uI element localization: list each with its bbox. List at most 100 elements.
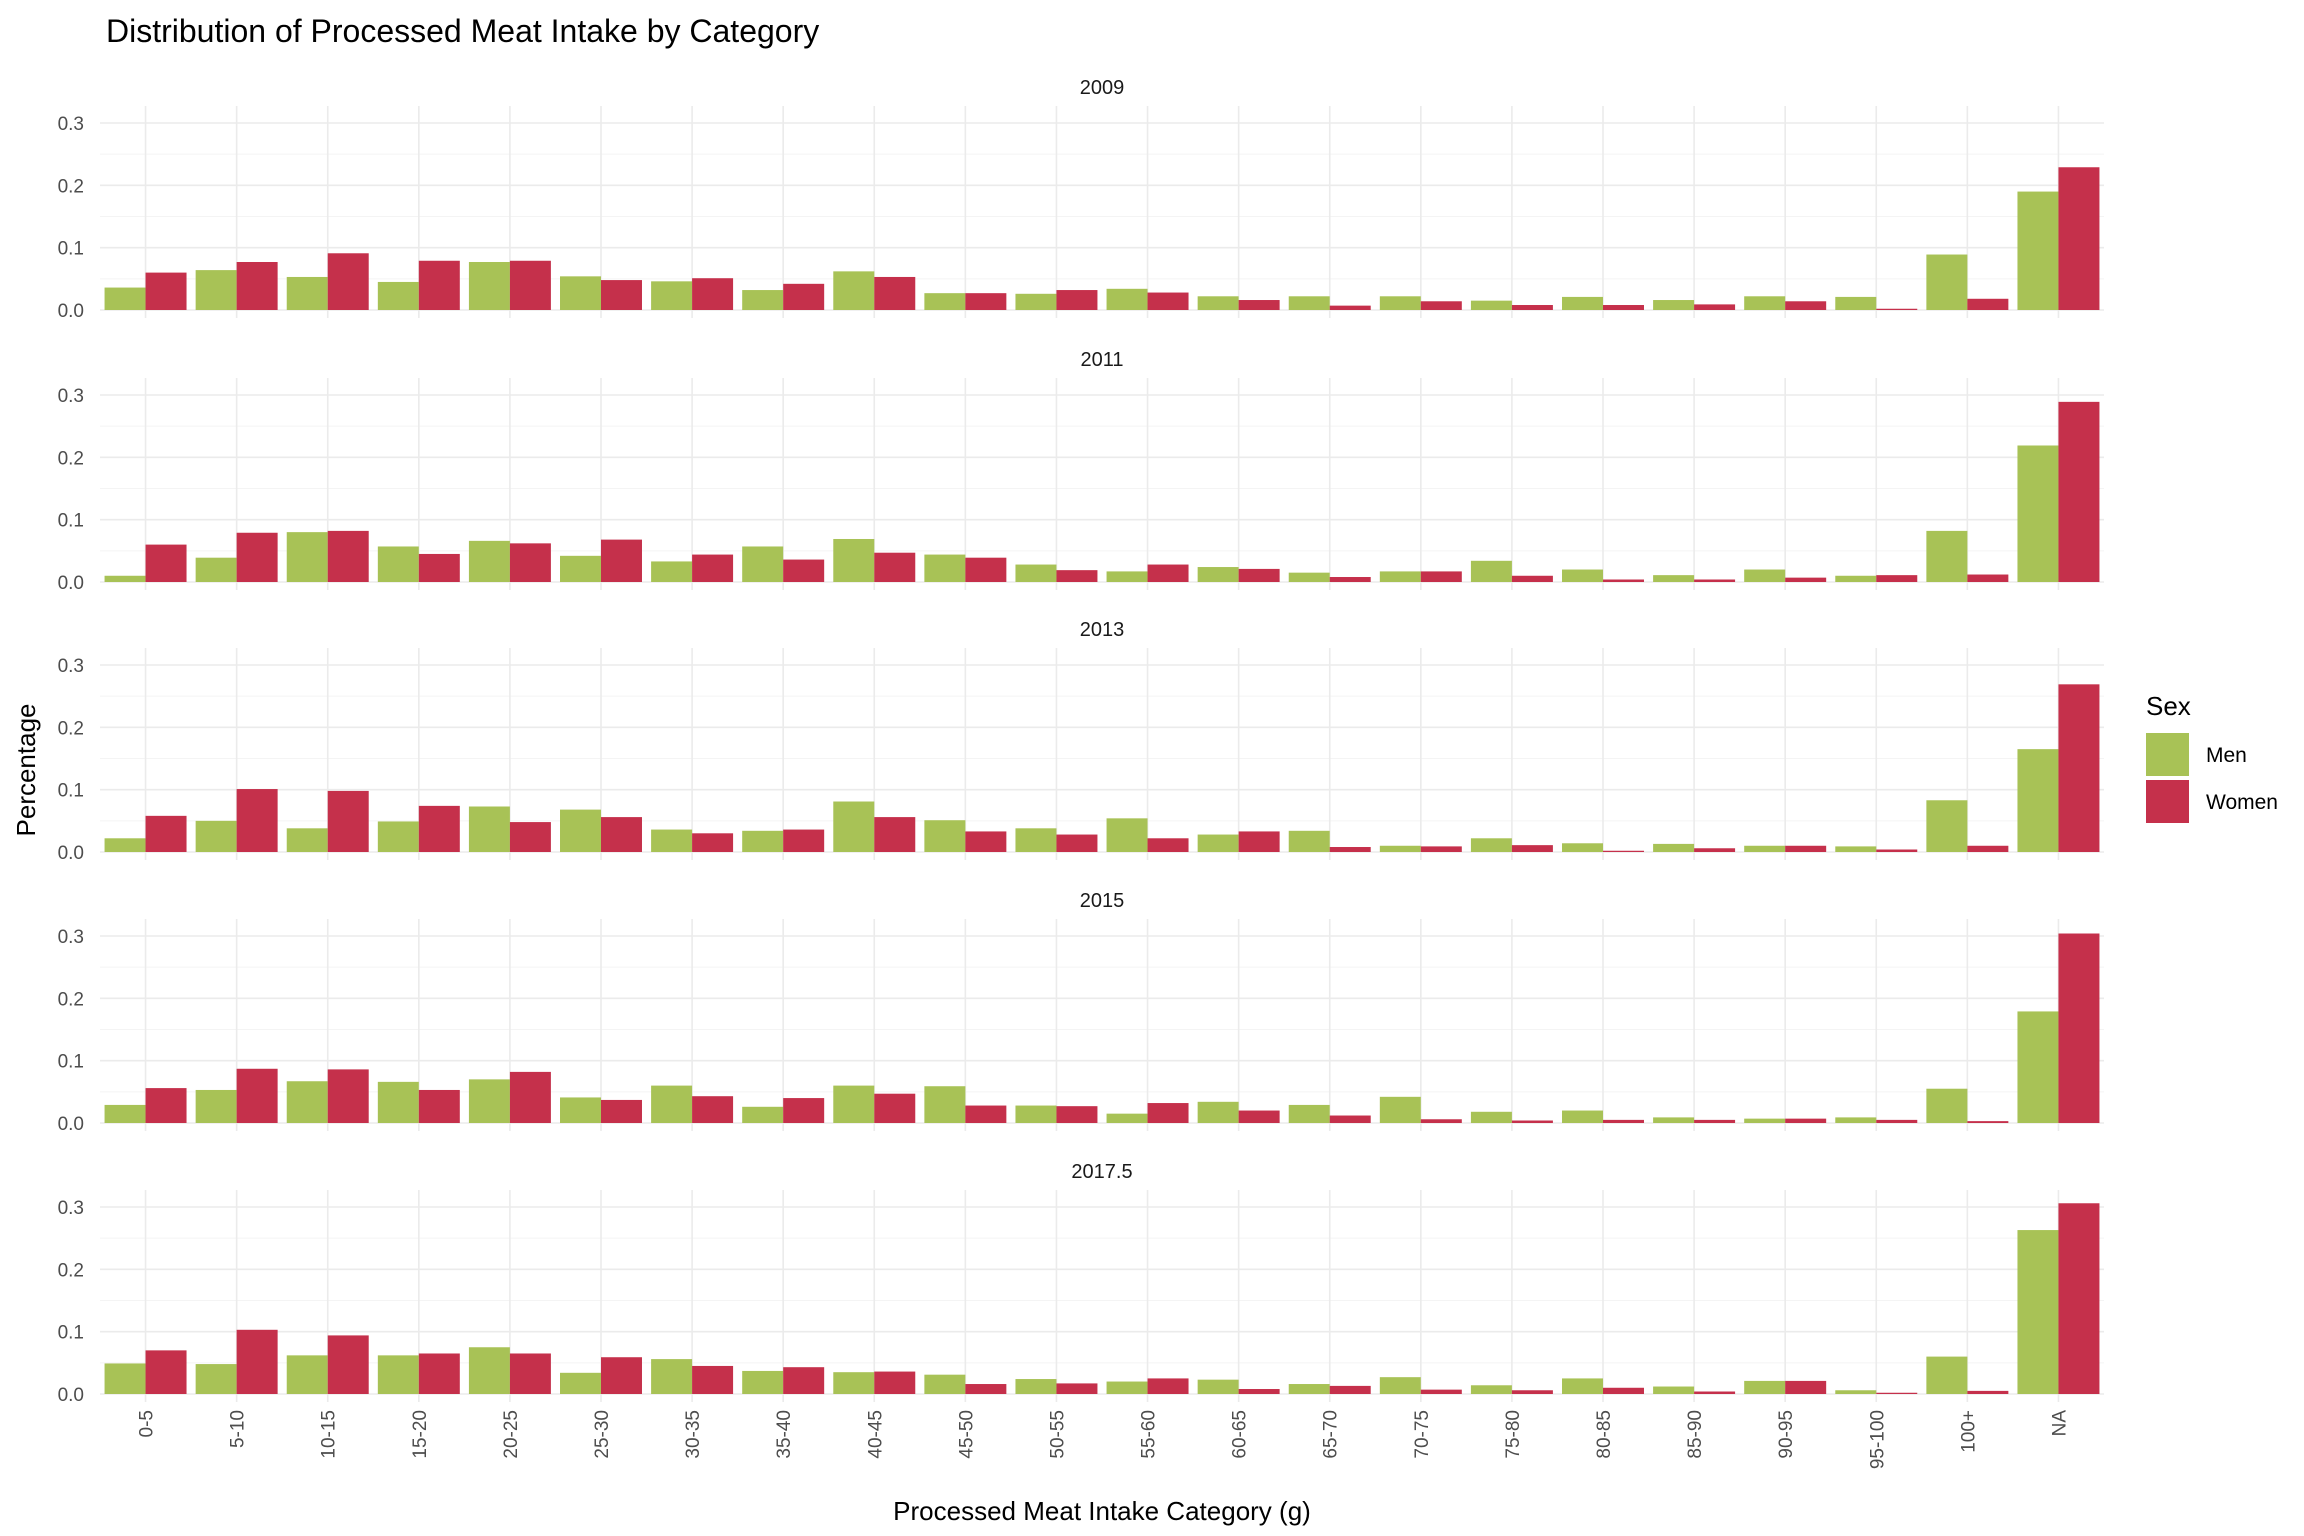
bar-women-95-100 bbox=[1876, 1392, 1918, 1394]
y-tick-label: 0.0 bbox=[58, 573, 84, 594]
bar-women-80-85 bbox=[1603, 579, 1644, 582]
bar-men-10-15 bbox=[286, 276, 328, 310]
bar-women-75-80 bbox=[1511, 305, 1553, 310]
bar-women-30-35 bbox=[692, 1096, 734, 1123]
bar-men-20-25 bbox=[468, 540, 510, 582]
bar-men-60-65 bbox=[1197, 834, 1239, 852]
bar-women-50-55 bbox=[1056, 1383, 1098, 1394]
bar-women-90-95 bbox=[1785, 1118, 1827, 1123]
bar-men-0-5 bbox=[104, 1363, 146, 1394]
bar-men-90-95 bbox=[1744, 1118, 1786, 1123]
x-tick-label: 90-95 bbox=[1776, 1410, 1797, 1459]
panel-label: 2009 bbox=[1080, 77, 1125, 99]
bar-men-35-40 bbox=[742, 290, 784, 310]
bar-women-40-45 bbox=[874, 1093, 916, 1123]
bar-women-10-15 bbox=[327, 530, 369, 582]
y-tick-label: 0.1 bbox=[58, 1052, 84, 1073]
bar-men-85-90 bbox=[1653, 300, 1695, 310]
bar-women-30-35 bbox=[692, 833, 734, 852]
bar-women-5-10 bbox=[236, 1068, 278, 1123]
bar-women-85-90 bbox=[1694, 304, 1736, 310]
x-tick-label: 5-10 bbox=[228, 1410, 249, 1448]
x-tick-label: 10-15 bbox=[319, 1410, 340, 1459]
bar-men-55-60 bbox=[1106, 1381, 1148, 1394]
bar-men-80-85 bbox=[1562, 1378, 1603, 1394]
bar-men-30-35 bbox=[651, 561, 693, 582]
bar-men-30-35 bbox=[651, 1359, 693, 1394]
y-tick-label: 0.3 bbox=[58, 1198, 84, 1219]
bar-women-30-35 bbox=[692, 554, 734, 582]
bar-women-35-40 bbox=[783, 283, 825, 310]
panels: 2009 0.0 0.1 0.2 0.3 2011 0.0 0.1 0.2 0.3 2013 0.0 0… bbox=[58, 77, 2104, 1406]
bar-women-70-75 bbox=[1420, 846, 1462, 852]
bar-men-80-85 bbox=[1562, 1110, 1603, 1123]
x-tick-label: 40-45 bbox=[865, 1410, 886, 1459]
bar-men-15-20 bbox=[377, 281, 419, 310]
bar-women-0-5 bbox=[145, 1088, 187, 1123]
bar-women-95-100 bbox=[1876, 849, 1918, 852]
bar-men-30-35 bbox=[651, 1085, 693, 1123]
bar-men-NA bbox=[2017, 749, 2059, 852]
panel-2013: 2013 0.0 0.1 0.2 0.3 bbox=[58, 619, 2104, 864]
bar-women-0-5 bbox=[145, 272, 187, 310]
bar-women-80-85 bbox=[1603, 850, 1644, 852]
bar-women-10-15 bbox=[327, 790, 369, 852]
bar-men-45-50 bbox=[924, 293, 966, 310]
bar-men-75-80 bbox=[1470, 1111, 1512, 1123]
bar-men-NA bbox=[2017, 1230, 2059, 1394]
bar-women-70-75 bbox=[1420, 571, 1462, 582]
x-tick-label: 20-25 bbox=[501, 1410, 522, 1459]
bar-men-35-40 bbox=[742, 546, 784, 582]
y-axis-title: Percentage bbox=[11, 704, 41, 837]
bar-women-NA bbox=[2058, 933, 2100, 1123]
y-tick-label: 0.3 bbox=[58, 656, 84, 677]
legend-label-men: Men bbox=[2206, 744, 2247, 767]
x-tick-label: 95-100 bbox=[1867, 1410, 1888, 1469]
bar-women-45-50 bbox=[965, 1384, 1007, 1394]
bar-women-65-70 bbox=[1329, 305, 1371, 310]
bar-men-15-20 bbox=[377, 546, 419, 582]
bar-men-55-60 bbox=[1106, 818, 1148, 852]
y-tick-label: 0.0 bbox=[58, 301, 84, 322]
bar-women-90-95 bbox=[1785, 577, 1827, 582]
bar-men-5-10 bbox=[195, 1089, 237, 1123]
bar-men-50-55 bbox=[1015, 1105, 1057, 1123]
bar-men-70-75 bbox=[1379, 1096, 1421, 1123]
bar-women-30-35 bbox=[692, 278, 734, 310]
bar-women-90-95 bbox=[1785, 1380, 1827, 1394]
bar-men-90-95 bbox=[1744, 296, 1786, 310]
bar-women-35-40 bbox=[783, 1098, 825, 1123]
bar-men-40-45 bbox=[833, 538, 875, 582]
y-tick-label: 0.3 bbox=[58, 927, 84, 948]
y-tick-label: 0.1 bbox=[58, 1323, 84, 1344]
x-tick-label: 100+ bbox=[1958, 1410, 1979, 1453]
bar-women-65-70 bbox=[1329, 577, 1371, 582]
bar-men-65-70 bbox=[1288, 1384, 1330, 1394]
panel-label: 2017.5 bbox=[1071, 1161, 1132, 1183]
bar-men-5-10 bbox=[195, 270, 237, 310]
x-tick-label: 85-90 bbox=[1685, 1410, 1706, 1459]
bar-women-25-30 bbox=[601, 1099, 642, 1123]
y-tick-label: 0.0 bbox=[58, 1385, 84, 1406]
bar-men-40-45 bbox=[833, 801, 875, 852]
bar-men-45-50 bbox=[924, 554, 966, 582]
bar-women-95-100 bbox=[1876, 575, 1918, 582]
bar-men-85-90 bbox=[1653, 843, 1695, 852]
bar-women-40-45 bbox=[874, 1371, 916, 1394]
bar-women-15-20 bbox=[418, 260, 460, 310]
bar-men-95-100 bbox=[1835, 846, 1877, 852]
y-tick-label: 0.3 bbox=[58, 386, 84, 407]
bar-women-100+ bbox=[1967, 1121, 2009, 1123]
bar-women-85-90 bbox=[1694, 1391, 1736, 1394]
panel-label: 2015 bbox=[1080, 890, 1125, 912]
bar-women-40-45 bbox=[874, 552, 916, 582]
bar-women-35-40 bbox=[783, 1367, 825, 1394]
bar-men-NA bbox=[2017, 191, 2059, 310]
panel-2017.5: 2017.5 0.0 0.1 0.2 0.3 bbox=[58, 1161, 2104, 1406]
bar-women-NA bbox=[2058, 167, 2100, 310]
x-tick-label: 15-20 bbox=[410, 1410, 431, 1459]
bar-men-25-30 bbox=[560, 809, 601, 852]
bar-men-95-100 bbox=[1835, 1117, 1877, 1123]
bar-women-50-55 bbox=[1056, 290, 1098, 310]
